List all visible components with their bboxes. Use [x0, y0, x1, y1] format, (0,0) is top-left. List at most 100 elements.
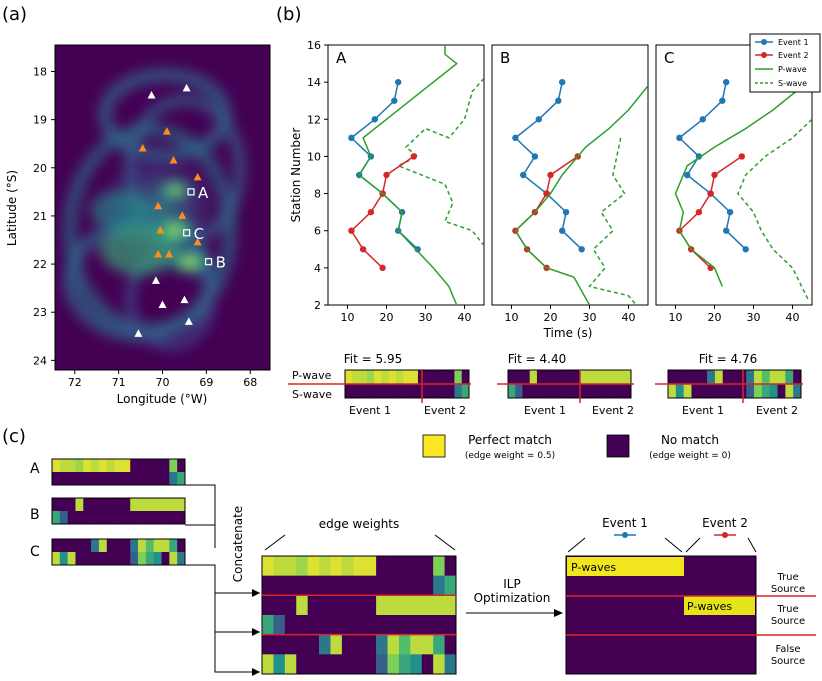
matrix-cell	[98, 539, 108, 553]
matrix-cell	[353, 654, 366, 675]
matrix-cell	[122, 459, 131, 473]
matrix-cell	[161, 552, 170, 566]
series-line-s-wave	[737, 118, 812, 300]
point-event-1	[371, 116, 378, 123]
matrix-cell	[444, 595, 457, 616]
matrix-cell	[668, 384, 677, 399]
matrix-cell	[114, 498, 123, 512]
matrix-cell	[616, 384, 625, 399]
point-event-2	[738, 153, 745, 160]
matrix-cell	[52, 459, 61, 473]
matrix-cell	[425, 370, 433, 385]
matrix-cell	[161, 498, 170, 512]
matrix-cell	[461, 370, 470, 385]
map-ylabel: Latitude (°S)	[5, 170, 19, 246]
series-line-p-wave	[358, 45, 458, 305]
matrix-cell	[67, 511, 76, 525]
station-white-6	[134, 329, 143, 337]
matrix-cell	[122, 539, 131, 553]
legend: Event 1 Event 2 P-wave S-wave	[749, 33, 821, 93]
matrix-cell	[668, 370, 677, 385]
matrix-cell	[421, 556, 434, 576]
fit-c: Fit = 4.76	[699, 352, 757, 366]
matrix-cell	[439, 384, 448, 399]
matrix-cell	[83, 539, 92, 553]
matrix-cell	[161, 459, 170, 473]
plot-ytick-label: 8	[314, 188, 321, 201]
matrix-cell	[52, 472, 61, 486]
matrix-cell	[83, 552, 92, 566]
edge-brace-left	[264, 534, 286, 551]
matrix-cell	[319, 575, 331, 596]
matrix-cell	[75, 539, 84, 553]
matrix-cell	[138, 552, 147, 566]
point-event-1	[742, 246, 749, 253]
matrix-cell	[364, 615, 377, 635]
edge-weights-label: edge weights	[319, 517, 400, 531]
matrix-cell	[67, 539, 76, 553]
matrix-cell	[75, 552, 84, 566]
fit-b-event2: Event 2	[592, 404, 634, 417]
matrix-cell	[529, 384, 538, 399]
matrix-cell	[353, 634, 366, 655]
matrix-cell	[398, 575, 411, 596]
matrix-cell	[273, 595, 286, 616]
matrix-cell	[536, 370, 545, 385]
connectors	[185, 484, 260, 673]
matrix-cell	[536, 384, 545, 399]
matrix-cell	[177, 552, 186, 566]
matrix-cell	[754, 370, 763, 385]
point-event-1	[578, 246, 585, 253]
source-label-2: Source	[771, 616, 805, 627]
map-xtick-label: 71	[112, 376, 126, 389]
matrix-cell	[153, 539, 162, 553]
matrix-cell	[454, 370, 463, 385]
plot-xtick-label: 30	[583, 311, 597, 324]
matrix-cell	[364, 595, 377, 616]
matrix-cell	[59, 552, 68, 566]
time-plot-B: B 10 20 30 40	[491, 44, 649, 324]
matrix-cell	[262, 556, 274, 576]
matrix-cell	[421, 595, 434, 616]
matrix-cell	[169, 552, 178, 566]
matrix-cell	[307, 634, 320, 655]
matrix-cell	[177, 498, 186, 512]
source-marker-B	[204, 258, 213, 266]
plot-xtick-label: 10	[341, 311, 355, 324]
matrix-cell	[777, 384, 786, 399]
matrix-cell	[273, 634, 286, 655]
matrix-cell	[515, 384, 523, 399]
point-event-2	[379, 264, 386, 272]
matrix-cell	[345, 384, 353, 399]
point-event-2	[695, 208, 703, 216]
matrix-cell	[746, 370, 755, 385]
matrix-cell	[83, 459, 92, 473]
matrix-cell	[444, 634, 457, 655]
matrix-cell	[769, 384, 778, 399]
matrix-cell	[447, 370, 455, 385]
matrix-cell	[114, 539, 123, 553]
big-matrix	[261, 555, 457, 675]
fit-a-event2: Event 2	[424, 404, 466, 417]
matrix-cell	[364, 654, 377, 675]
map-ytick-label: 20	[33, 162, 47, 175]
matrix-cell	[284, 595, 297, 616]
matrix-cell	[273, 556, 286, 576]
matrix-cell	[284, 556, 297, 576]
matrix-cell	[522, 370, 531, 385]
matrix-cell	[410, 595, 423, 616]
matrix-cell	[544, 384, 552, 399]
matrix-cell	[761, 370, 771, 385]
matrix-cell	[387, 595, 400, 616]
matrix-cell	[777, 370, 786, 385]
point-event-2	[348, 227, 355, 234]
plot-xtick-label: 30	[747, 311, 761, 324]
map-ytick-label: 21	[33, 210, 47, 223]
matrix-cell	[296, 634, 308, 655]
matrix-cell	[410, 370, 419, 385]
matrix-cell	[353, 595, 366, 616]
matrix-cell	[508, 384, 516, 399]
matrix-cell	[98, 511, 108, 525]
matrix-cell	[587, 370, 596, 385]
row-label-a: A	[30, 461, 40, 477]
